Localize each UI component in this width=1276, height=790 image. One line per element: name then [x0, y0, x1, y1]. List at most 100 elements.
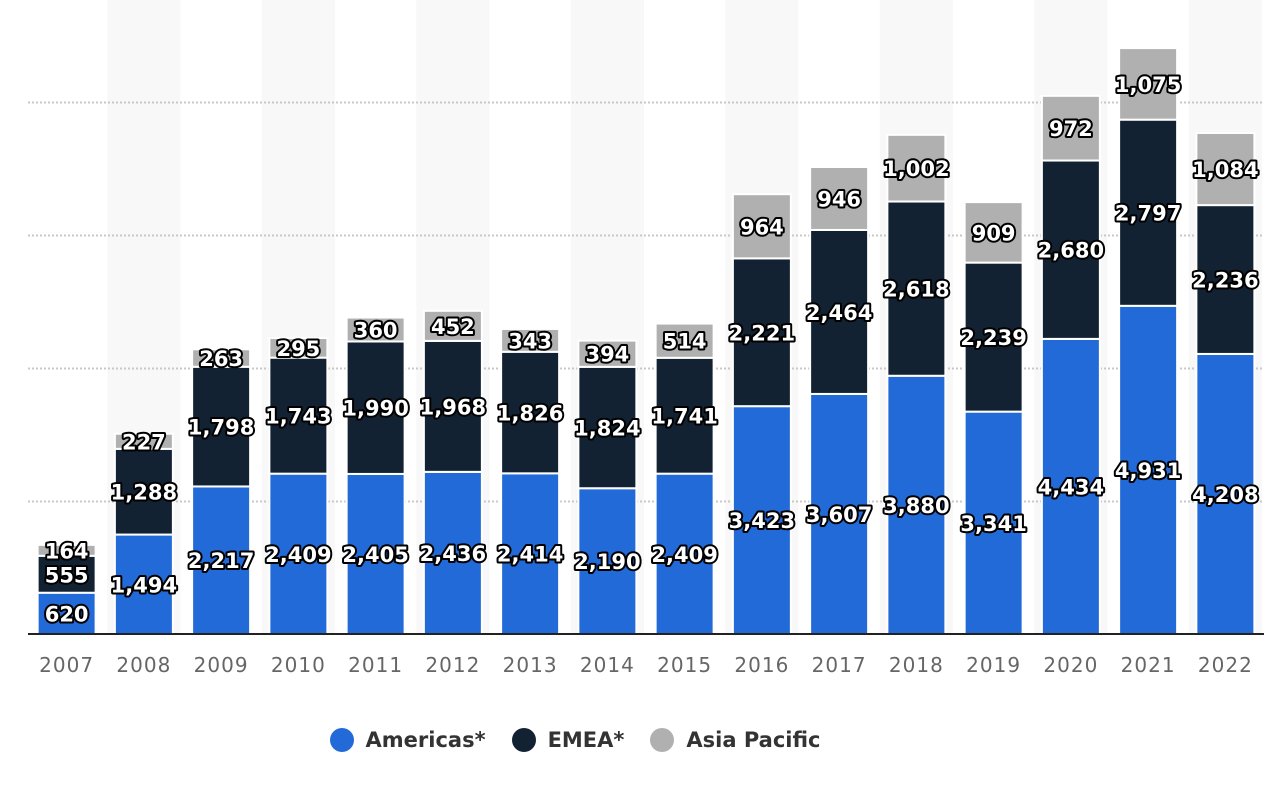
bar-segment-emea [731, 257, 792, 408]
x-tick-label: 2014 [580, 653, 635, 677]
legend-item-americas[interactable]: Americas* [329, 728, 486, 752]
x-tick-label: 2017 [812, 653, 867, 677]
data-label: 3,423 [729, 509, 795, 533]
data-label: 2,217 [188, 549, 254, 573]
data-label: 2,414 [497, 543, 563, 567]
bar-segment-americas [345, 472, 406, 636]
data-label: 1,798 [188, 416, 254, 440]
bar-segment-americas [1040, 337, 1101, 635]
x-tick-label: 2018 [889, 653, 944, 677]
data-label: 2,680 [1038, 239, 1104, 263]
data-label: 1,968 [420, 395, 486, 419]
x-tick-label: 2019 [966, 653, 1021, 677]
data-label: 4,931 [1115, 459, 1181, 483]
bar-segment-americas [886, 374, 947, 635]
data-label: 1,990 [342, 397, 408, 421]
data-label: 2,409 [651, 543, 717, 567]
bar-segment-emea [963, 261, 1024, 413]
bar-segment-emea [577, 365, 638, 490]
bar-segment-asia-pacific [963, 201, 1024, 264]
data-label: 972 [1049, 117, 1093, 141]
data-label: 295 [276, 337, 320, 361]
bar-segment-asia-pacific [654, 322, 715, 359]
bar-segment-asia-pacific [422, 309, 483, 342]
bar-segment-americas [191, 485, 252, 635]
bar-segment-emea [345, 340, 406, 475]
data-label: 1,826 [497, 402, 563, 426]
legend-label-asia-pacific: Asia Pacific [686, 728, 821, 752]
bar-segment-emea [113, 447, 174, 536]
bar-segment-americas [731, 405, 792, 635]
bar-segment-emea [500, 350, 561, 475]
data-label: 964 [740, 215, 784, 239]
bar-segment-emea [268, 356, 329, 475]
legend-dot-emea [511, 728, 536, 752]
data-label: 1,741 [651, 405, 717, 429]
bar-segment-asia-pacific [1040, 94, 1101, 162]
bar-segment-americas [268, 472, 329, 635]
x-tick-label: 2012 [425, 653, 480, 677]
data-label: 2,239 [960, 326, 1026, 350]
data-label: 3,880 [883, 494, 949, 518]
legend-label-americas: Americas* [365, 728, 486, 752]
bar-segment-asia-pacific [1118, 47, 1179, 121]
data-label: 2,436 [420, 542, 486, 566]
bar-segment-emea [654, 356, 715, 475]
x-tick-label: 2022 [1198, 653, 1253, 677]
bar-segment-emea [36, 554, 97, 594]
bar-segment-asia-pacific [113, 432, 174, 450]
data-label: 1,075 [1115, 73, 1181, 97]
x-tick-label: 2007 [39, 653, 94, 677]
x-tick-label: 2020 [1043, 653, 1098, 677]
data-label: 2,405 [342, 543, 408, 567]
data-label: 2,409 [265, 543, 331, 567]
data-label: 360 [354, 319, 398, 343]
data-label: 2,236 [1192, 269, 1258, 293]
bar-segment-americas [1195, 352, 1256, 635]
data-label: 946 [817, 187, 861, 211]
x-tick-label: 2011 [348, 653, 403, 677]
data-label: 227 [122, 430, 166, 454]
data-label: 1,002 [883, 157, 949, 181]
data-label: 620 [45, 602, 89, 626]
bar-segment-asia-pacific [191, 348, 252, 368]
bar-segment-americas [654, 472, 715, 635]
legend-item-asia-pacific[interactable]: Asia Pacific [650, 728, 820, 752]
bar-segment-emea [1195, 204, 1256, 355]
x-tick-label: 2015 [657, 653, 712, 677]
data-label: 514 [663, 330, 707, 354]
bar-segment-emea [809, 228, 870, 395]
bar-segment-emea [1118, 118, 1179, 307]
x-axis-ticks: 2007 2008 2009 2010 2011 2012 2013 2014 2015 2016… [39, 653, 1253, 677]
x-tick-label: 2008 [116, 653, 171, 677]
x-tick-label: 2009 [194, 653, 249, 677]
data-label: 2,797 [1115, 202, 1181, 226]
data-label: 452 [431, 315, 475, 339]
x-tick-label: 2013 [503, 653, 558, 677]
bar-segment-asia-pacific [1195, 131, 1256, 207]
bar-segment-asia-pacific [268, 337, 329, 359]
data-label: 394 [585, 343, 629, 367]
data-label: 1,494 [111, 573, 177, 597]
bars [36, 47, 1256, 636]
legend-label-emea: EMEA* [547, 728, 625, 752]
data-label: 555 [45, 563, 89, 587]
bar-segment-asia-pacific [500, 327, 561, 353]
legend: Americas* EMEA* Asia Pacific [0, 728, 1150, 752]
x-tick-label: 2016 [734, 653, 789, 677]
bar-segment-americas [963, 410, 1024, 635]
data-label: 164 [45, 539, 89, 563]
data-label: 4,208 [1192, 483, 1258, 507]
data-label: 2,464 [806, 301, 872, 325]
bar-segment-asia-pacific [577, 339, 638, 368]
bar-segment-asia-pacific [36, 543, 97, 557]
x-tick-label: 2021 [1121, 653, 1176, 677]
x-tick-label: 2010 [271, 653, 326, 677]
bar-segment-americas [36, 591, 97, 635]
stacked-bar-chart: 2007 2008 2009 2010 2011 2012 2013 2014 2015 2016… [28, 47, 1264, 677]
data-label: 909 [972, 221, 1016, 245]
bar-segment-emea [191, 365, 252, 488]
data-label: 4,434 [1038, 475, 1104, 499]
legend-item-emea[interactable]: EMEA* [511, 728, 625, 752]
